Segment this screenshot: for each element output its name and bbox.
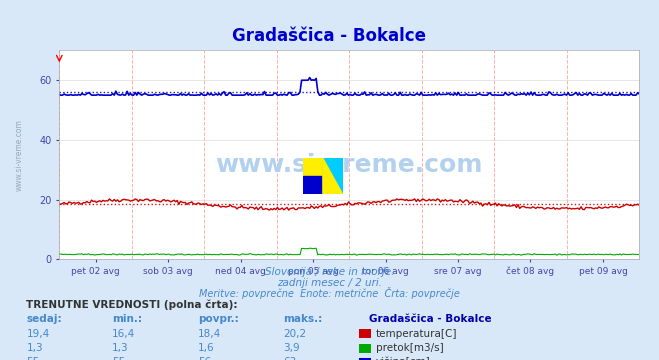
Text: višina[cm]: višina[cm]	[376, 357, 430, 360]
Text: 3,9: 3,9	[283, 343, 300, 353]
Text: temperatura[C]: temperatura[C]	[376, 329, 457, 339]
Text: www.si-vreme.com: www.si-vreme.com	[14, 119, 23, 191]
Text: Gradaščica - Bokalce: Gradaščica - Bokalce	[233, 27, 426, 45]
Bar	[303, 158, 323, 176]
Polygon shape	[323, 158, 343, 194]
Text: Meritve: povprečne  Enote: metrične  Črta: povprečje: Meritve: povprečne Enote: metrične Črta:…	[199, 287, 460, 299]
Text: maks.:: maks.:	[283, 314, 323, 324]
Text: 19,4: 19,4	[26, 329, 49, 339]
Text: 18,4: 18,4	[198, 329, 221, 339]
Text: www.si-vreme.com: www.si-vreme.com	[215, 153, 483, 177]
Text: 56: 56	[198, 357, 211, 360]
Text: pretok[m3/s]: pretok[m3/s]	[376, 343, 444, 353]
Text: Gradaščica - Bokalce: Gradaščica - Bokalce	[369, 314, 492, 324]
Text: zadnji mesec / 2 uri.: zadnji mesec / 2 uri.	[277, 278, 382, 288]
Text: povpr.:: povpr.:	[198, 314, 239, 324]
Text: TRENUTNE VREDNOSTI (polna črta):: TRENUTNE VREDNOSTI (polna črta):	[26, 299, 238, 310]
Bar	[323, 158, 343, 176]
Text: min.:: min.:	[112, 314, 142, 324]
Text: 55: 55	[112, 357, 125, 360]
Text: 1,6: 1,6	[198, 343, 214, 353]
Text: 20,2: 20,2	[283, 329, 306, 339]
Text: Slovenija / reke in morje.: Slovenija / reke in morje.	[265, 267, 394, 278]
Text: 63: 63	[283, 357, 297, 360]
Text: 55: 55	[26, 357, 40, 360]
Text: sedaj:: sedaj:	[26, 314, 62, 324]
Text: 16,4: 16,4	[112, 329, 135, 339]
Polygon shape	[323, 158, 343, 194]
Bar	[303, 176, 323, 194]
Text: 1,3: 1,3	[26, 343, 43, 353]
Text: 1,3: 1,3	[112, 343, 129, 353]
